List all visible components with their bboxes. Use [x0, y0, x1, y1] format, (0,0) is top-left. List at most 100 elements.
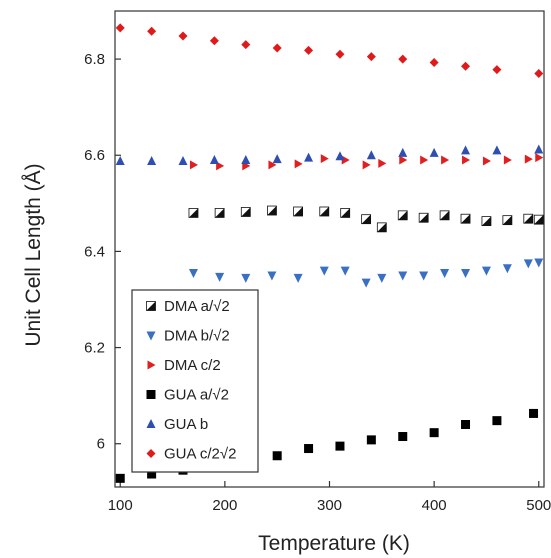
data-point	[534, 258, 544, 268]
legend-marker	[146, 301, 156, 311]
data-point	[429, 147, 439, 157]
data-point	[440, 269, 450, 279]
data-point	[502, 215, 513, 226]
data-point	[319, 206, 330, 217]
data-point	[378, 158, 387, 168]
data-point	[241, 273, 251, 283]
data-point	[209, 36, 219, 46]
data-point	[399, 155, 408, 165]
data-point	[398, 54, 408, 64]
data-point	[341, 155, 350, 165]
data-point	[209, 155, 219, 165]
data-point	[304, 45, 314, 55]
data-point	[398, 432, 408, 442]
data-point	[304, 152, 314, 162]
data-point	[147, 26, 157, 36]
data-point	[214, 208, 225, 218]
data-point	[523, 213, 534, 224]
data-point	[397, 210, 408, 221]
data-point	[418, 212, 429, 223]
data-point	[481, 266, 491, 276]
data-point	[524, 154, 533, 164]
legend-label: GUA b	[164, 416, 208, 433]
data-point	[335, 441, 345, 451]
data-point	[534, 144, 544, 154]
data-point	[240, 207, 251, 217]
y-tick-label: 6.8	[84, 51, 105, 68]
data-point	[366, 52, 376, 62]
data-point	[272, 154, 282, 164]
data-point	[361, 214, 372, 225]
data-point	[439, 210, 450, 221]
legend-marker	[146, 390, 156, 399]
data-point	[420, 155, 429, 165]
data-point	[241, 40, 251, 50]
data-point	[429, 428, 439, 438]
x-tick-label: 200	[212, 497, 237, 514]
data-point	[319, 266, 329, 276]
data-point	[293, 273, 303, 283]
data-point	[482, 156, 491, 166]
data-point	[523, 259, 533, 269]
data-point	[462, 155, 471, 165]
data-point	[535, 153, 544, 163]
y-tick-label: 6.4	[84, 243, 105, 260]
series-0	[188, 205, 544, 233]
legend-label: GUA c/2√2	[164, 446, 236, 463]
y-axis: 6 6.2 6.4 6.6 6.8	[84, 51, 121, 453]
data-point	[320, 154, 329, 164]
legend-label: DMA a/√2	[164, 298, 230, 315]
data-point	[503, 155, 512, 165]
legend-label: DMA b/√2	[164, 328, 230, 345]
legend-label: DMA c/2	[164, 357, 221, 374]
data-point	[460, 213, 471, 224]
data-point	[481, 216, 492, 227]
x-axis-label: Temperature (K)	[258, 532, 410, 555]
data-point	[241, 155, 251, 165]
data-point	[147, 156, 157, 166]
data-point	[188, 269, 198, 279]
data-point	[267, 205, 277, 216]
data-point	[115, 156, 125, 166]
data-point	[461, 419, 471, 429]
legend: DMA a/√2 DMA b/√2 DMA c/2 GUA a/√2 GUA b GUA …	[131, 289, 259, 473]
data-point	[335, 151, 345, 161]
legend-marker	[146, 331, 156, 341]
x-tick-label: 300	[317, 497, 342, 514]
y-axis-label: Unit Cell Length (Å)	[22, 163, 45, 346]
series-4	[115, 144, 544, 166]
legend-marker	[146, 449, 156, 458]
data-point	[215, 272, 225, 282]
data-point	[429, 57, 439, 67]
data-point	[362, 160, 371, 170]
data-point	[189, 160, 198, 170]
data-point	[294, 159, 303, 169]
data-point	[533, 214, 544, 225]
data-point	[340, 208, 351, 218]
data-point	[534, 69, 544, 79]
y-tick-label: 6.2	[84, 340, 105, 357]
data-point	[398, 147, 408, 157]
data-point	[377, 273, 387, 283]
data-point	[115, 473, 125, 483]
data-point	[293, 206, 304, 217]
data-point	[502, 264, 512, 274]
data-point	[340, 266, 350, 276]
series-layer	[115, 23, 544, 483]
data-point	[147, 469, 157, 479]
data-point	[115, 23, 125, 33]
data-point	[272, 43, 282, 53]
legend-box	[131, 289, 259, 473]
data-point	[188, 208, 199, 218]
data-point	[492, 65, 502, 75]
data-point	[461, 61, 471, 71]
legend-marker	[146, 419, 156, 428]
data-point	[366, 435, 376, 445]
data-point	[461, 269, 471, 279]
data-point	[529, 408, 539, 418]
data-point	[419, 271, 429, 281]
x-tick-label: 100	[108, 497, 133, 514]
x-tick-label: 400	[422, 497, 447, 514]
data-point	[178, 31, 188, 41]
